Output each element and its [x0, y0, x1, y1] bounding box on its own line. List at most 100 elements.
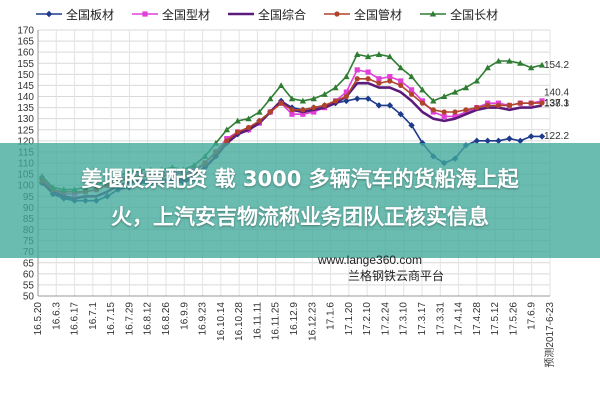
- x-tick-label: 17.6.9: [527, 302, 538, 330]
- triangle-marker: [397, 64, 404, 71]
- triangle-marker: [343, 73, 350, 80]
- diamond-marker: [538, 133, 546, 140]
- legend-label: 全国板材: [66, 7, 115, 22]
- triangle-marker: [234, 117, 241, 124]
- y-tick-label: 50: [23, 292, 35, 303]
- legend-swatch-icon: [36, 10, 62, 18]
- x-tick-label: 17.2.24: [380, 302, 391, 336]
- diamond-marker: [517, 137, 524, 145]
- x-tick-label: 16.11.11: [252, 302, 263, 340]
- diamond-marker: [45, 10, 53, 18]
- triangle-marker: [277, 82, 285, 88]
- circle-marker: [224, 138, 230, 144]
- end-value-label: 122.2: [544, 131, 569, 142]
- square-marker: [343, 89, 349, 95]
- legend-item[interactable]: 全国管材: [324, 6, 402, 23]
- legend-item[interactable]: 全国型材: [132, 6, 210, 23]
- chart-axes: 5055606570758085909510010511011512012513…: [17, 26, 556, 368]
- triangle-marker: [354, 51, 361, 57]
- legend-item[interactable]: 全国板材: [36, 6, 114, 23]
- x-tick-label: 17.3.17: [417, 302, 428, 336]
- diamond-marker: [375, 102, 383, 109]
- x-tick-label: 17.1.6: [326, 302, 337, 330]
- diamond-marker: [506, 135, 513, 142]
- x-tick-label: 17.1.20: [344, 302, 355, 336]
- circle-marker: [485, 102, 491, 108]
- legend-label: 全国长材: [450, 7, 499, 22]
- y-tick-label: 145: [17, 81, 34, 92]
- square-marker: [387, 73, 393, 80]
- triangle-marker: [299, 97, 307, 104]
- square-marker: [289, 111, 295, 117]
- end-value-label: 138.3: [544, 98, 569, 109]
- circle-marker: [365, 76, 371, 82]
- legend-item[interactable]: 全国综合: [228, 6, 306, 23]
- circle-marker: [376, 80, 382, 86]
- x-tick-label: 17.3.31: [435, 302, 446, 336]
- circle-marker: [441, 109, 447, 115]
- y-tick-label: 155: [17, 59, 34, 70]
- circle-marker: [528, 100, 534, 106]
- x-tick-label: 17.5.26: [508, 302, 519, 336]
- x-tick-label: 16.10.14: [216, 302, 227, 341]
- triangle-marker: [256, 108, 263, 115]
- triangle-marker: [462, 84, 470, 91]
- circle-marker: [408, 91, 415, 97]
- triangle-marker: [419, 86, 426, 93]
- circle-marker: [278, 100, 284, 106]
- circle-marker: [322, 102, 328, 108]
- triangle-marker: [451, 88, 459, 95]
- news-headline[interactable]: 姜堰股票配资 载 3000 多辆汽车的货船海上起 火，上汽安吉物流称业务团队正核…: [8, 160, 592, 236]
- triangle-marker: [267, 95, 274, 102]
- circle-marker: [506, 102, 512, 108]
- x-tick-label: 16.5.20: [33, 302, 44, 336]
- legend-label: 全国综合: [258, 7, 307, 22]
- triangle-marker: [527, 64, 535, 71]
- triangle-marker: [223, 126, 230, 133]
- circle-marker: [256, 118, 262, 124]
- square-marker: [354, 67, 360, 73]
- circle-marker: [300, 107, 306, 113]
- legend-swatch-icon: [228, 12, 255, 16]
- y-tick-label: 150: [17, 70, 34, 81]
- end-value-label: 137.1: [544, 98, 569, 109]
- circle-marker: [387, 78, 393, 84]
- y-tick-label: 55: [23, 280, 35, 291]
- diamond-marker: [527, 133, 535, 140]
- headline-line-1: 姜堰股票配资 载 3000 多辆汽车的货船海上起: [81, 167, 519, 191]
- circle-marker: [452, 109, 458, 115]
- circle-marker: [517, 100, 523, 106]
- x-tick-label: 16.12.9: [289, 302, 300, 336]
- y-tick-label: 160: [17, 48, 34, 59]
- x-tick-label: 16.11.25: [271, 302, 282, 341]
- diamond-marker: [484, 137, 491, 145]
- x-tick-label: 17.4.14: [454, 302, 465, 336]
- triangle-marker: [375, 51, 383, 57]
- circle-marker: [398, 82, 404, 89]
- diamond-marker: [408, 122, 415, 129]
- square-marker: [398, 78, 404, 84]
- x-tick-label: 16.8.12: [143, 302, 154, 336]
- y-tick-label: 140: [17, 92, 34, 103]
- triangle-marker: [473, 77, 480, 84]
- circle-marker: [463, 107, 469, 113]
- x-tick-label: 17.3.10: [399, 302, 410, 336]
- x-tick-label: 16.9.23: [198, 302, 209, 336]
- legend-item[interactable]: 全国长材: [420, 6, 498, 23]
- x-tick-label: 预测2017-6-23: [543, 302, 556, 368]
- circle-marker: [539, 100, 545, 106]
- circle-marker: [474, 104, 480, 111]
- triangle-marker: [440, 93, 448, 100]
- legend-label: 全国管材: [354, 7, 403, 22]
- triangle-marker: [506, 57, 513, 64]
- circle-marker: [311, 104, 317, 111]
- square-marker: [311, 109, 317, 115]
- x-tick-label: 16.7.29: [124, 302, 135, 336]
- end-value-label: 140.4: [544, 88, 569, 99]
- legend-swatch-icon: [132, 11, 159, 17]
- triangle-marker: [430, 97, 437, 104]
- y-tick-label: 60: [23, 269, 35, 280]
- legend-swatch-icon: [420, 10, 447, 17]
- x-tick-label: 16.8.26: [161, 302, 172, 336]
- x-tick-label: 16.10.28: [234, 302, 245, 341]
